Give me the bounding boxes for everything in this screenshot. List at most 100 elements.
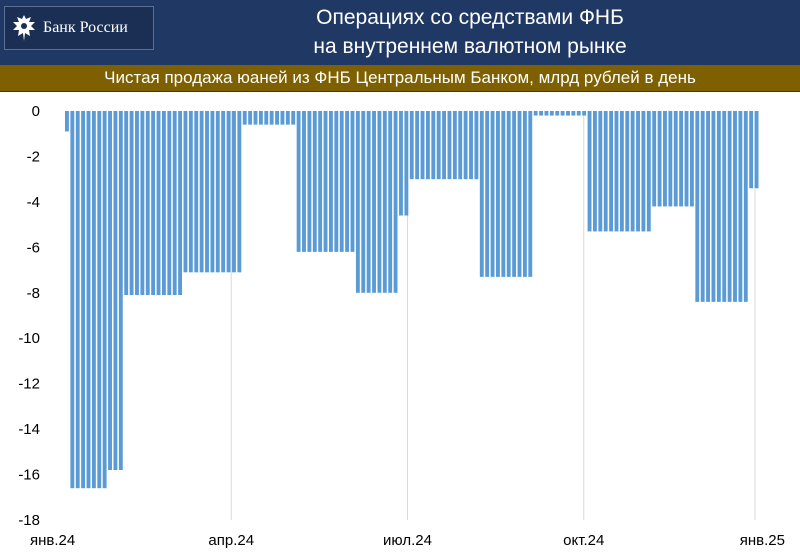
y-tick-label: -4 <box>27 194 40 211</box>
bar <box>592 111 597 232</box>
bar <box>183 111 188 273</box>
x-tick-label: июл.24 <box>383 532 432 549</box>
bar <box>264 111 269 125</box>
bar <box>75 111 80 489</box>
bar <box>733 111 737 302</box>
bar <box>86 111 91 489</box>
bar <box>151 111 156 296</box>
bar <box>738 111 743 302</box>
bar <box>129 111 134 296</box>
bar <box>619 111 624 232</box>
bar <box>689 111 694 207</box>
bar <box>280 111 285 125</box>
bar <box>458 111 463 180</box>
bar <box>442 111 447 180</box>
bar <box>630 111 635 232</box>
y-tick-label: 0 <box>32 103 40 120</box>
bar <box>560 111 565 116</box>
bar <box>91 111 96 489</box>
bank-logo: Банк России <box>4 6 154 50</box>
bar <box>614 111 619 232</box>
bar <box>716 111 721 302</box>
bar <box>302 111 306 252</box>
bar <box>172 111 177 296</box>
bar <box>679 111 684 207</box>
bar <box>528 111 533 277</box>
bar <box>452 111 457 180</box>
bar <box>97 111 102 489</box>
bar <box>684 111 689 207</box>
bar <box>549 111 554 116</box>
bar <box>318 111 323 252</box>
bar <box>361 111 366 293</box>
bar <box>436 111 441 180</box>
bar <box>463 111 468 180</box>
bar <box>506 111 511 277</box>
chart-subtitle: Чистая продажа юаней из ФНБ Центральным … <box>0 65 800 91</box>
bar <box>754 111 759 189</box>
bar <box>533 111 538 116</box>
y-tick-label: -18 <box>18 512 40 529</box>
bar <box>328 111 333 252</box>
bar <box>431 111 436 180</box>
bar <box>135 111 139 296</box>
x-tick-label: апр.24 <box>208 532 254 549</box>
bar <box>539 111 543 116</box>
x-tick-label: окт.24 <box>563 532 604 549</box>
bar <box>587 111 592 232</box>
bar <box>248 111 253 125</box>
bar <box>70 111 75 489</box>
page-title: Операциях со средствами ФНБ на внутренне… <box>160 3 780 61</box>
bar <box>377 111 382 293</box>
y-tick-label: -2 <box>27 148 40 165</box>
bar <box>312 111 317 252</box>
bar <box>555 111 560 116</box>
bar <box>711 111 716 302</box>
bar <box>124 111 129 296</box>
bar <box>145 111 150 296</box>
double-headed-eagle-icon <box>13 15 35 41</box>
bar <box>210 111 215 273</box>
bar <box>372 111 376 293</box>
bar <box>727 111 732 302</box>
bar <box>646 111 651 232</box>
bar <box>291 111 296 125</box>
bar <box>199 111 204 273</box>
bar <box>722 111 727 302</box>
bar <box>474 111 479 180</box>
bar <box>188 111 193 273</box>
bar <box>237 111 242 273</box>
bar <box>194 111 199 273</box>
bar <box>393 111 398 293</box>
bar <box>226 111 231 273</box>
bar <box>603 111 608 232</box>
y-tick-label: -14 <box>18 421 40 438</box>
bar <box>625 111 630 232</box>
bar <box>232 111 236 273</box>
bar <box>65 111 69 132</box>
bar <box>161 111 166 296</box>
bar <box>636 111 640 232</box>
bar <box>485 111 490 277</box>
bar <box>285 111 290 125</box>
bar <box>108 111 112 471</box>
bar <box>598 111 603 232</box>
bar <box>522 111 527 277</box>
x-tick-label: янв.24 <box>30 532 75 549</box>
chart-area: 0 -2 -4 -6 -8 -10 -12 -14 -16 -18 янв.24 апр.24 июл.… <box>0 92 800 555</box>
bar <box>582 111 587 116</box>
bar <box>415 111 420 180</box>
bar <box>479 111 484 277</box>
bar <box>323 111 328 252</box>
bar <box>81 111 86 489</box>
bar <box>706 111 710 302</box>
bar <box>743 111 748 302</box>
bar <box>366 111 371 293</box>
x-tick-label: янв.25 <box>740 532 785 549</box>
header: Банк России Операциях со средствами ФНБ … <box>0 0 800 64</box>
bar <box>215 111 220 273</box>
bar <box>113 111 118 471</box>
bar <box>355 111 360 293</box>
bar <box>566 111 570 116</box>
bar <box>307 111 312 252</box>
